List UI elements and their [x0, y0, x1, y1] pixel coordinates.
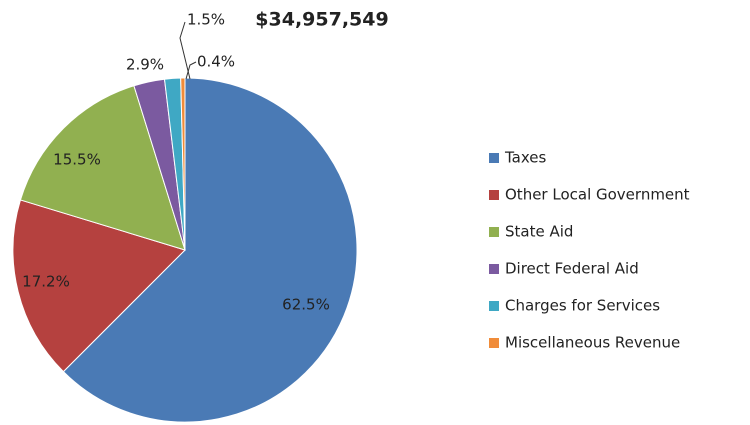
legend-swatch: [489, 301, 499, 311]
data-label: 1.5%: [187, 11, 225, 29]
legend-label: Charges for Services: [505, 297, 660, 315]
legend-label: Taxes: [504, 149, 547, 167]
legend-swatch: [489, 153, 499, 163]
pie-slice: [180, 77, 186, 251]
legend-swatch: [489, 338, 499, 348]
legend-label: State Aid: [505, 223, 573, 241]
pie-slice: [62, 77, 358, 423]
data-label: 15.5%: [53, 151, 101, 169]
legend-label: Direct Federal Aid: [505, 260, 639, 278]
pie-slice: [19, 85, 186, 251]
leader-line: [185, 61, 197, 80]
data-label: 17.2%: [22, 273, 70, 291]
legend-swatch: [489, 227, 499, 237]
legend-label: Miscellaneous Revenue: [505, 334, 680, 352]
legend-swatch: [489, 264, 499, 274]
leader-line: [179, 21, 191, 80]
legend-swatch: [489, 190, 499, 200]
data-label: 62.5%: [282, 296, 330, 314]
pie-slice: [12, 199, 186, 373]
data-label: 2.9%: [126, 56, 164, 74]
data-label: 0.4%: [197, 53, 235, 71]
legend-label: Other Local Government: [505, 186, 690, 204]
chart-title: $34,957,549: [255, 9, 388, 31]
